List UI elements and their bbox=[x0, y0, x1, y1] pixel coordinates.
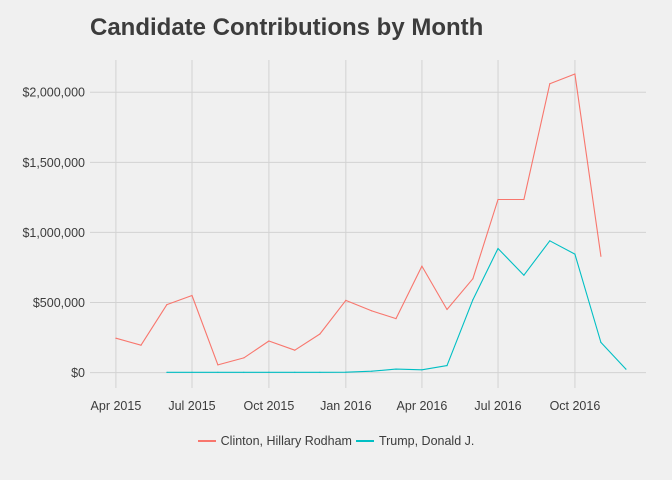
data-point bbox=[472, 299, 474, 301]
data-point bbox=[319, 371, 321, 373]
data-point bbox=[600, 341, 602, 343]
legend-label: Trump, Donald J. bbox=[378, 434, 475, 448]
data-point bbox=[523, 274, 525, 276]
x-tick-label: Oct 2015 bbox=[244, 399, 295, 413]
data-point bbox=[243, 357, 245, 359]
data-point bbox=[600, 255, 602, 257]
data-point bbox=[319, 333, 321, 335]
x-tick-label: Jul 2016 bbox=[474, 399, 521, 413]
series-line-1 bbox=[115, 73, 602, 366]
legend-label: Clinton, Hillary Rodham bbox=[220, 434, 352, 448]
y-tick-label: $0 bbox=[71, 366, 85, 380]
data-point bbox=[497, 247, 499, 250]
data-point bbox=[345, 371, 347, 373]
y-tick-label: $2,000,000 bbox=[22, 86, 85, 100]
data-point bbox=[345, 299, 347, 301]
data-point bbox=[395, 318, 397, 320]
data-point bbox=[446, 365, 448, 367]
data-point bbox=[523, 198, 525, 201]
data-point bbox=[574, 253, 576, 255]
data-point bbox=[166, 371, 168, 373]
data-point bbox=[472, 278, 474, 280]
data-point bbox=[243, 371, 245, 373]
data-point bbox=[294, 349, 296, 351]
data-point bbox=[549, 83, 551, 85]
data-point bbox=[421, 265, 423, 267]
data-point bbox=[395, 368, 397, 370]
data-point bbox=[371, 370, 373, 372]
x-tick-label: Jan 2016 bbox=[320, 399, 371, 413]
series-line-2 bbox=[166, 240, 627, 373]
x-tick-label: Oct 2016 bbox=[550, 399, 601, 413]
y-tick-label: $500,000 bbox=[33, 296, 85, 310]
data-point bbox=[217, 364, 219, 366]
data-point bbox=[166, 304, 168, 306]
data-point bbox=[549, 240, 551, 242]
data-point bbox=[191, 371, 193, 373]
y-tick-label: $1,000,000 bbox=[22, 226, 85, 240]
data-point bbox=[268, 371, 270, 373]
data-point bbox=[191, 294, 193, 297]
legend-key bbox=[197, 440, 216, 442]
chart-title: Candidate Contributions by Month bbox=[90, 14, 484, 41]
chart-legend: Clinton, Hillary Rodham Trump, Donald J. bbox=[0, 434, 672, 448]
data-point bbox=[115, 337, 117, 339]
x-tick-label: Apr 2015 bbox=[91, 399, 142, 413]
data-point bbox=[574, 73, 576, 75]
data-point bbox=[497, 198, 499, 201]
data-point bbox=[217, 371, 219, 373]
y-tick-label: $1,500,000 bbox=[22, 156, 85, 170]
data-point bbox=[268, 340, 270, 342]
legend-item: Trump, Donald J. bbox=[355, 434, 475, 448]
data-point bbox=[446, 308, 448, 311]
x-tick-label: Jul 2015 bbox=[168, 399, 215, 413]
data-point bbox=[294, 371, 296, 373]
x-tick-label: Apr 2016 bbox=[397, 399, 448, 413]
data-point bbox=[140, 344, 142, 346]
legend-key bbox=[355, 440, 374, 442]
data-point bbox=[421, 369, 423, 371]
data-point bbox=[371, 310, 373, 312]
legend-item: Clinton, Hillary Rodham bbox=[197, 434, 352, 448]
data-point bbox=[625, 368, 627, 370]
